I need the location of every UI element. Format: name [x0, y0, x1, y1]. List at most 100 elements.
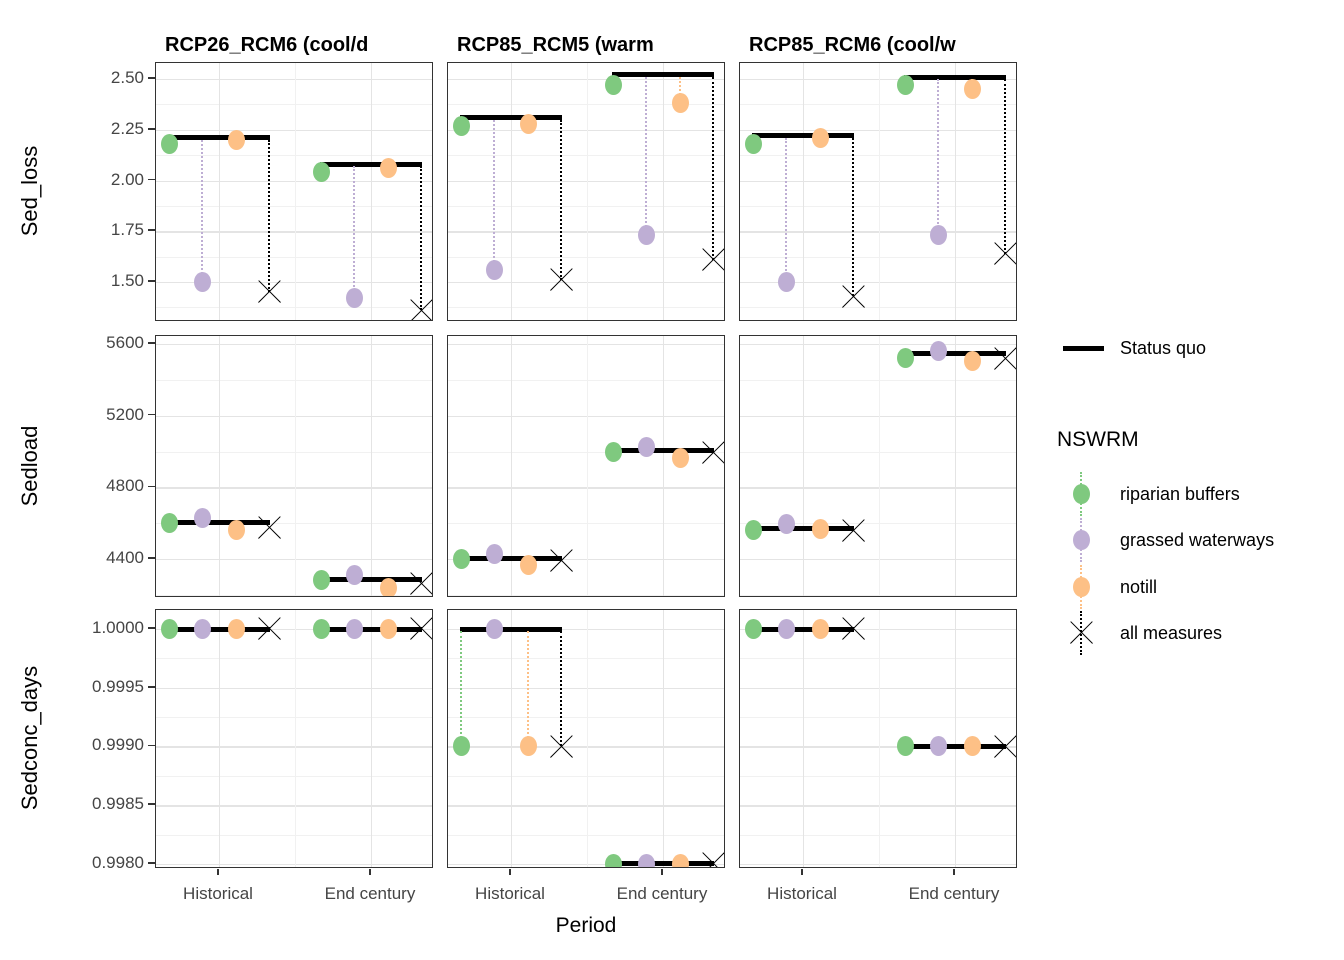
gridline-major [156, 558, 432, 561]
gridline-minor [879, 63, 880, 320]
y-axis-title-sedconc-days: Sedconc_days [17, 665, 42, 811]
y-tick-mark [148, 627, 155, 629]
gridline-major [740, 805, 1016, 807]
point-riparian_buffers [160, 619, 178, 640]
gridline-minor [879, 336, 880, 596]
gridline-minor [740, 717, 1016, 719]
point-riparian_buffers [452, 548, 470, 569]
point-grassed_waterways [485, 259, 503, 280]
point-all_measures [841, 284, 865, 308]
point-grassed_waterways [777, 272, 795, 292]
y-tick-mark [148, 413, 155, 416]
gridline-major [740, 180, 1016, 182]
facet-title-col-1: RCP26_RCM6 (cool/d [165, 34, 369, 56]
panel-Sed_loss-col3 [739, 62, 1017, 321]
panel-Sedconc_days-col2 [447, 609, 725, 868]
point-notill [519, 113, 537, 134]
gridline-major [448, 344, 724, 346]
point-grassed_waterways [193, 507, 211, 528]
gridline-major [448, 863, 724, 866]
gridline-minor [448, 256, 724, 258]
stem-all_measures [560, 631, 562, 747]
point-riparian_buffers [744, 133, 762, 154]
panel-Sedload-col2 [447, 335, 725, 597]
y-axis-title-sed-loss: Sed_loss [17, 145, 42, 237]
gridline-major [219, 63, 221, 320]
status-quo-line [752, 526, 854, 531]
x-tick-label: End century [908, 884, 1000, 903]
gridline-major [156, 687, 432, 690]
status-quo-line [320, 577, 422, 583]
gridline-major [219, 610, 221, 867]
y-tick-mark [148, 178, 155, 181]
panel-Sedconc_days-col3 [739, 609, 1017, 868]
point-all_measures [993, 346, 1016, 370]
gridline-major [740, 863, 1016, 866]
y-tick-mark [148, 229, 155, 232]
x-tick-label: Historical [183, 884, 253, 903]
point-notill [671, 447, 689, 468]
gridline-major [371, 336, 373, 596]
gridline-major [955, 63, 957, 320]
y-axis-title-sedload: Sedload [17, 425, 42, 507]
stem-grassed_waterways [493, 119, 495, 270]
gridline-minor [448, 717, 724, 719]
gridline-major [156, 629, 432, 631]
y-tick-mark [148, 280, 155, 282]
point-all_measures [549, 549, 573, 573]
panel-Sed_loss-col2 [447, 62, 725, 321]
gridline-minor [740, 594, 1016, 596]
gridline-minor [740, 834, 1016, 836]
y-tick-label: 1.50 [110, 271, 144, 290]
point-all_measures [841, 617, 865, 641]
stem-grassed_waterways [201, 139, 203, 282]
point-riparian_buffers [452, 736, 470, 757]
gridline-minor [156, 379, 432, 381]
status-quo-line [168, 519, 270, 525]
gridline-major [663, 63, 665, 320]
status-quo-line [460, 115, 562, 121]
gridline-major [448, 629, 724, 631]
facet-title-col-3: RCP85_RCM6 (cool/w [749, 34, 956, 56]
point-all_measures [257, 617, 281, 641]
panel-Sedload-col1 [155, 335, 433, 597]
stem-all_measures [712, 76, 714, 260]
legend-x-icon [1069, 621, 1093, 645]
point-grassed_waterways [929, 225, 947, 246]
x-tick-mark [217, 869, 219, 875]
point-all_measures [993, 734, 1016, 758]
gridline-minor [879, 610, 880, 867]
gridline-minor [740, 775, 1016, 777]
gridline-major [740, 687, 1016, 690]
point-notill [227, 619, 245, 640]
point-notill [379, 577, 397, 596]
gridline-major [156, 282, 432, 284]
stem-grassed_waterways [937, 79, 939, 236]
gridline-major [156, 746, 432, 748]
legend-key-dot-icon [1069, 565, 1093, 609]
y-tick-label: 1.0000 [92, 618, 144, 638]
point-riparian_buffers [160, 513, 178, 534]
stem-grassed_waterways [785, 137, 787, 282]
point-grassed_waterways [637, 853, 655, 867]
gridline-major [448, 415, 724, 418]
legend-item-riparian-buffers: riparian buffers [1056, 472, 1344, 516]
gridline-minor [156, 775, 432, 777]
point-grassed_waterways [485, 544, 503, 565]
gridline-major [448, 558, 724, 561]
y-tick-mark [148, 485, 155, 488]
point-notill [963, 79, 981, 100]
point-riparian_buffers [312, 619, 330, 640]
gridline-minor [740, 451, 1016, 453]
point-grassed_waterways [929, 736, 947, 757]
gridline-minor [295, 63, 296, 320]
status-quo-line [904, 743, 1006, 749]
legend-item-all-measures: all measures [1056, 611, 1344, 655]
point-all_measures [257, 280, 281, 304]
point-notill [227, 129, 245, 150]
legend-item-notill: notill [1056, 565, 1344, 609]
y-tick-label: 4400 [106, 547, 144, 567]
status-quo-line [752, 133, 854, 139]
point-riparian_buffers [896, 348, 914, 369]
gridline-minor [295, 336, 296, 596]
